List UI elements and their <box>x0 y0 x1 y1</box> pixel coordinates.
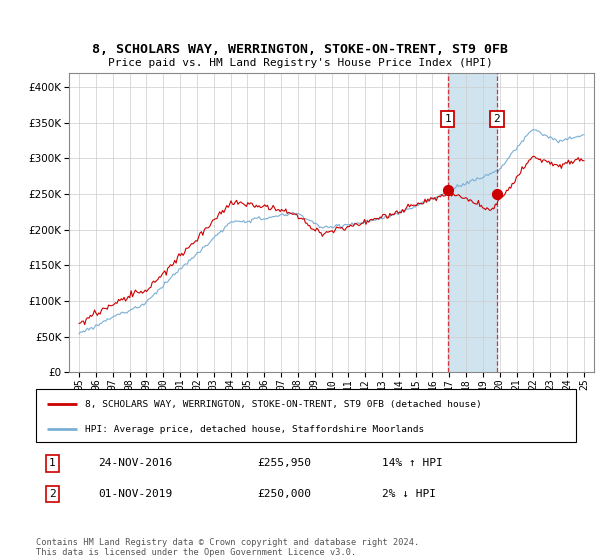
Text: Contains HM Land Registry data © Crown copyright and database right 2024.
This d: Contains HM Land Registry data © Crown c… <box>36 538 419 557</box>
Text: 8, SCHOLARS WAY, WERRINGTON, STOKE-ON-TRENT, ST9 0FB (detached house): 8, SCHOLARS WAY, WERRINGTON, STOKE-ON-TR… <box>85 400 481 409</box>
Bar <box>448 73 497 372</box>
Text: 1: 1 <box>49 459 56 469</box>
Point <box>492 190 502 199</box>
Text: Price paid vs. HM Land Registry's House Price Index (HPI): Price paid vs. HM Land Registry's House … <box>107 58 493 68</box>
Text: £255,950: £255,950 <box>257 459 311 469</box>
Point <box>443 185 452 194</box>
FancyBboxPatch shape <box>36 389 576 442</box>
Text: 2: 2 <box>49 489 56 500</box>
Text: 2% ↓ HPI: 2% ↓ HPI <box>382 489 436 500</box>
Text: £250,000: £250,000 <box>257 489 311 500</box>
Text: 8, SCHOLARS WAY, WERRINGTON, STOKE-ON-TRENT, ST9 0FB: 8, SCHOLARS WAY, WERRINGTON, STOKE-ON-TR… <box>92 43 508 56</box>
Text: 2: 2 <box>494 114 500 124</box>
Text: 14% ↑ HPI: 14% ↑ HPI <box>382 459 442 469</box>
Text: 1: 1 <box>444 114 451 124</box>
Text: 24-NOV-2016: 24-NOV-2016 <box>98 459 172 469</box>
Text: HPI: Average price, detached house, Staffordshire Moorlands: HPI: Average price, detached house, Staf… <box>85 424 424 433</box>
Text: 01-NOV-2019: 01-NOV-2019 <box>98 489 172 500</box>
